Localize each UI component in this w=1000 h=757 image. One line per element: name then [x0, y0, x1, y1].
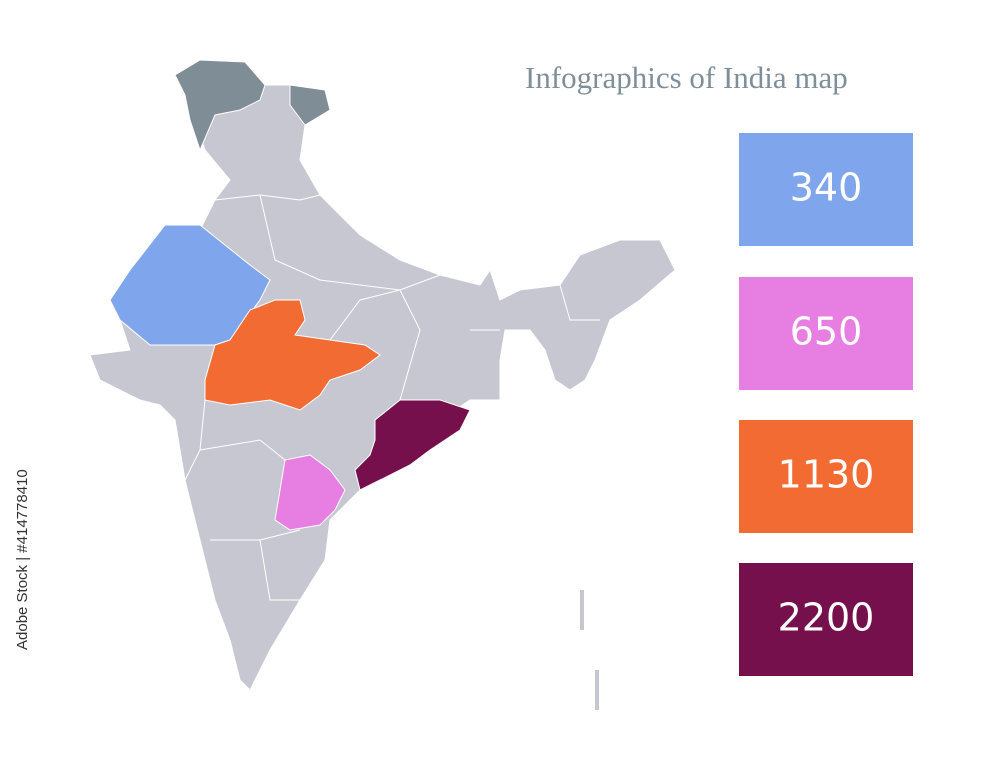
region-telangana [274, 454, 346, 531]
value-box [739, 563, 913, 676]
jammu-kashmir [174, 59, 266, 152]
value-boxes: 340 650 1130 2200 [739, 133, 913, 676]
ladakh-east [289, 84, 331, 126]
title: Infographics of India map [525, 60, 848, 95]
region-odisha [354, 399, 471, 491]
india-outline [89, 59, 676, 691]
watermark: Adobe Stock | #414778410 [14, 469, 31, 650]
value-label: 650 [790, 310, 863, 354]
map [89, 59, 676, 710]
region-madhya-pradesh [204, 299, 381, 411]
islands [580, 590, 599, 710]
value-box [739, 420, 913, 533]
value-label: 340 [790, 166, 863, 210]
value-box [739, 277, 913, 390]
value-label: 2200 [778, 596, 875, 640]
state-borders [184, 194, 600, 601]
value-box [739, 133, 913, 246]
value-label: 1130 [778, 453, 875, 497]
